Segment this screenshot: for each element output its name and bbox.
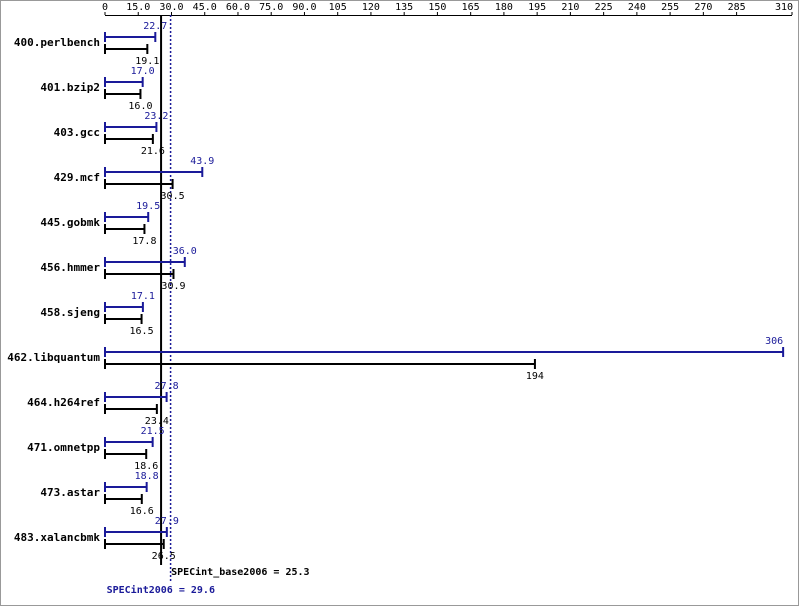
category-label: 464.h264ref [27,396,100,409]
value-label: 23.4 [145,416,169,427]
x-tick-label: 180 [495,2,513,13]
bar [104,347,785,357]
bar [104,314,143,324]
bar [104,269,175,279]
x-tick-label: 285 [728,2,746,13]
value-label: 27.8 [155,381,179,392]
x-tick-label: 135 [395,2,413,13]
category-label: 401.bzip2 [40,81,100,94]
value-label: 27.9 [155,516,179,527]
value-label: 19.1 [135,56,159,67]
value-label: 16.0 [128,101,152,112]
category-label: 458.sjeng [40,306,100,319]
x-tick-label: 30.0 [159,2,183,13]
category-label: 473.astar [40,486,100,499]
bar [104,302,144,312]
bar [104,449,148,459]
value-label: 21.5 [141,426,165,437]
bar [104,482,148,492]
x-tick-label: 60.0 [226,2,250,13]
bar [104,359,536,369]
bar [104,212,150,222]
reference-label: SPECint_base2006 = 25.3 [171,566,309,578]
bar [104,89,142,99]
category-label: 445.gobmk [40,216,100,229]
bar [104,134,154,144]
category-label: 400.perlbench [14,36,100,49]
x-tick-label: 150 [428,2,446,13]
value-label: 21.6 [141,146,165,157]
x-tick-label: 105 [329,2,347,13]
category-label: 456.hmmer [40,261,100,274]
bar [104,77,144,87]
value-label: 26.5 [152,551,176,562]
value-label: 23.2 [144,111,168,122]
x-tick-label: 0 [102,2,108,13]
bar [104,494,143,504]
x-tick-label: 225 [595,2,613,13]
bar [104,44,149,54]
bar [104,527,168,537]
value-label: 17.0 [131,66,155,77]
x-tick-label: 90.0 [292,2,316,13]
bar [104,32,157,42]
value-label: 18.6 [134,461,158,472]
value-label: 30.5 [161,191,185,202]
value-label: 17.8 [132,236,156,247]
value-label: 22.7 [143,21,167,32]
value-label: 30.9 [161,281,185,292]
bar [104,167,204,177]
value-label: 19.5 [136,201,160,212]
x-tick-label: 45.0 [193,2,217,13]
x-tick-label: 120 [362,2,380,13]
reference-label: SPECint2006 = 29.6 [107,584,215,596]
x-tick-label: 310 [775,2,793,13]
category-label: 483.xalancbmk [14,531,100,544]
x-tick-label: 165 [462,2,480,13]
value-label: 17.1 [131,291,155,302]
x-tick-label: 210 [561,2,579,13]
value-label: 194 [526,371,544,382]
bar [104,179,174,189]
x-tick-label: 270 [694,2,712,13]
bar [104,404,158,414]
category-label: 403.gcc [54,126,100,139]
value-label: 18.8 [135,471,159,482]
x-tick-label: 195 [528,2,546,13]
x-tick-label: 240 [628,2,646,13]
value-label: 43.9 [190,156,214,167]
value-label: 306 [765,336,783,347]
value-label: 16.6 [130,506,154,517]
category-label: 429.mcf [54,171,100,184]
x-tick-label: 255 [661,2,679,13]
category-label: 462.libquantum [7,351,100,364]
bar [104,122,158,132]
bar [104,392,168,402]
bar [104,539,165,549]
x-tick-label: 15.0 [126,2,150,13]
value-label: 16.5 [130,326,154,337]
bar [104,224,146,234]
bar [104,257,186,267]
bar [104,437,154,447]
x-tick-label: 75.0 [259,2,283,13]
value-label: 36.0 [173,246,197,257]
category-label: 471.omnetpp [27,441,100,454]
